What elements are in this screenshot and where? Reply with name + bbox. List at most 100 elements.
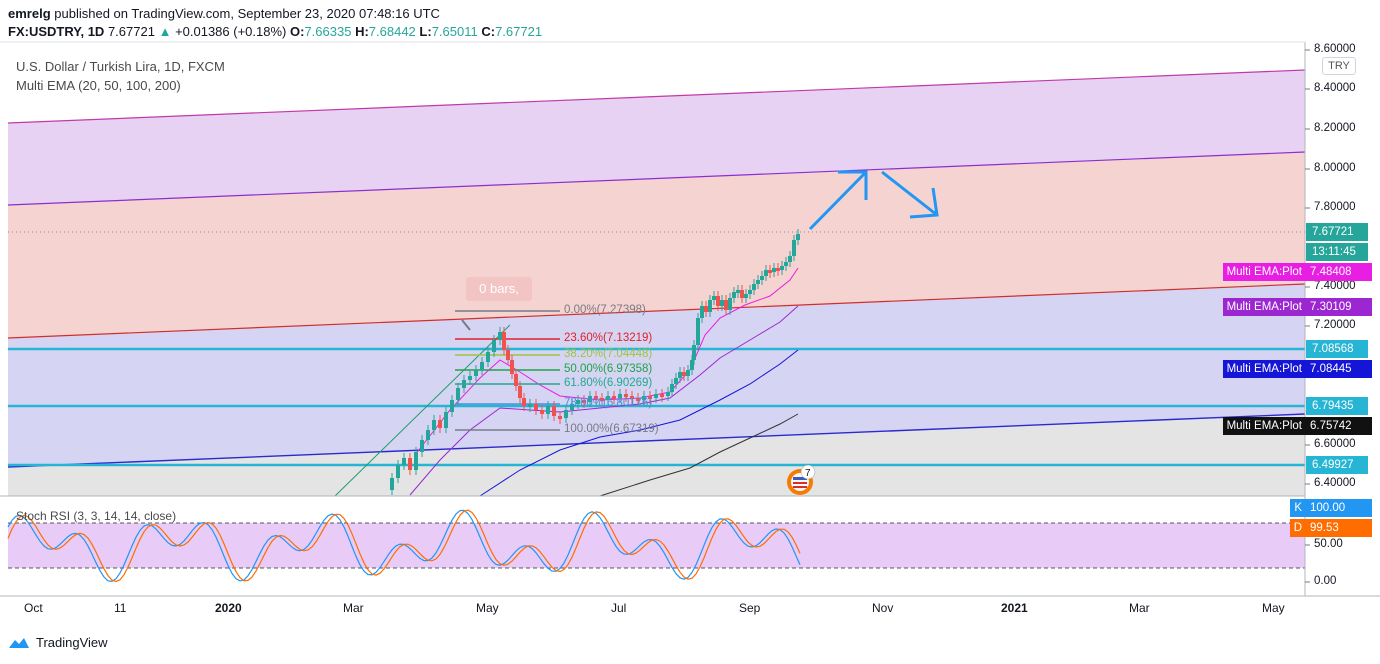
candle-body: [630, 396, 634, 399]
candle-body: [506, 350, 510, 360]
fib-label-618: 61.80%(6.90269): [564, 377, 653, 389]
fib-label-0: 0.00%(7.27398): [564, 304, 646, 316]
stoch-d-key: D: [1289, 519, 1306, 537]
currency-button[interactable]: TRY: [1322, 57, 1356, 75]
stoch-band-fill: [8, 523, 1305, 568]
channel-lower-fill: [8, 284, 1305, 467]
candle-body: [704, 306, 708, 312]
candle-body: [660, 394, 664, 397]
candle-body: [728, 298, 732, 310]
projection-arrows[interactable]: [808, 170, 939, 231]
time-tick: Mar: [1129, 601, 1150, 615]
candle-body: [752, 284, 756, 290]
candlestick-series: [390, 229, 800, 495]
candle-body: [678, 372, 682, 378]
close-label: C:: [481, 24, 496, 39]
candle-body: [740, 290, 744, 298]
channel-top-line: [7, 69, 1306, 124]
candle-body: [792, 240, 796, 256]
candle-body: [772, 268, 776, 272]
fib-label-786: 78.60%(6.80176): [564, 397, 653, 409]
ema-200-line: [599, 413, 799, 497]
high-label: H:: [355, 24, 369, 39]
fib-label-236: 23.60%(7.13219): [564, 332, 653, 344]
symbol-legend[interactable]: U.S. Dollar / Turkish Lira, 1D, FXCM: [16, 59, 225, 74]
candle-body: [666, 392, 670, 396]
candle-body: [690, 360, 694, 370]
ema-legend[interactable]: Multi EMA (20, 50, 100, 200): [16, 78, 181, 93]
time-tick: Nov: [872, 601, 894, 615]
candle-body: [462, 380, 466, 388]
candle-body: [514, 374, 518, 386]
time-tick: Oct: [24, 601, 43, 615]
economic-event-icon[interactable]: [787, 464, 816, 495]
candle-body: [776, 268, 780, 271]
channel-middle-fill: [8, 152, 1305, 338]
candle-body: [408, 458, 412, 470]
candle-body: [486, 352, 490, 362]
candle-body: [540, 410, 544, 414]
candle-body: [558, 416, 562, 419]
change-value: +0.01386 (+0.18%): [175, 24, 287, 39]
ema-100-line: [479, 349, 799, 497]
candle-body: [492, 340, 496, 352]
stoch-tick: 50.00: [1314, 538, 1343, 550]
candle-body: [674, 378, 678, 384]
tradingview-logo-icon: [9, 637, 29, 648]
candle-body: [780, 266, 784, 270]
fib-retracement[interactable]: [455, 310, 560, 431]
price-tick: 8.60000: [1314, 43, 1356, 55]
candle-body: [552, 406, 556, 416]
stoch-k-tag: K 100.00: [1290, 499, 1372, 517]
candle-body: [618, 394, 622, 398]
candle-body: [594, 396, 598, 399]
price-tick: 8.00000: [1314, 162, 1356, 174]
up-arrow-icon: ▲: [158, 24, 172, 39]
author-name[interactable]: emrelg: [8, 6, 51, 21]
candle-body: [606, 396, 610, 400]
candle-body: [642, 396, 646, 400]
candle-body: [402, 458, 406, 465]
publish-info: emrelg published on TradingView.com, Sep…: [8, 6, 440, 21]
stoch-rsi-lines: [7, 509, 801, 583]
price-tick: 6.60000: [1314, 438, 1356, 450]
stoch-d-tag: D 99.53: [1289, 519, 1372, 537]
candle-body: [450, 400, 454, 412]
hline-tag-3: 6.49927: [1306, 456, 1368, 474]
candle-body: [636, 398, 640, 401]
candle-body: [670, 384, 674, 392]
candle-body: [564, 410, 568, 418]
stoch-k-key: K: [1290, 499, 1306, 517]
candle-body: [796, 234, 800, 240]
stoch-d-value: 99.53: [1306, 519, 1372, 537]
ema-badge-value: 6.75742: [1306, 417, 1372, 435]
fib-label-382: 38.20%(7.04448): [564, 348, 653, 360]
candle-body: [760, 276, 764, 280]
stoch-k-value: 100.00: [1306, 499, 1372, 517]
candle-body: [708, 300, 712, 312]
high-value: 7.68442: [368, 24, 416, 39]
last-price-tag: 7.67721: [1306, 223, 1368, 241]
candle-body: [788, 256, 792, 262]
stoch-legend[interactable]: Stoch RSI (3, 3, 14, 14, close): [16, 509, 177, 523]
price-tick: 6.40000: [1314, 477, 1356, 489]
price-tick: 8.20000: [1314, 122, 1356, 134]
publish-text: published on TradingView.com, September …: [54, 6, 440, 21]
tradingview-logo[interactable]: TradingView: [8, 635, 108, 650]
bars-range-label: 0 bars,: [466, 277, 532, 301]
candle-body: [456, 388, 460, 400]
candle-body: [732, 292, 736, 298]
candle-body: [498, 332, 502, 340]
channel-upper-fill: [8, 70, 1305, 205]
ema-badge-name: Multi EMA:Plot: [1222, 417, 1306, 435]
price-tick: 7.40000: [1314, 280, 1356, 292]
candle-body: [510, 360, 514, 374]
close-value: 7.67721: [495, 24, 543, 39]
ema-badge-name: Multi EMA:Plot: [1222, 263, 1306, 281]
time-tick: May: [476, 601, 499, 615]
candle-body: [682, 372, 686, 376]
candle-body: [654, 394, 658, 398]
candle-body: [686, 370, 690, 376]
candle-body: [736, 290, 740, 293]
